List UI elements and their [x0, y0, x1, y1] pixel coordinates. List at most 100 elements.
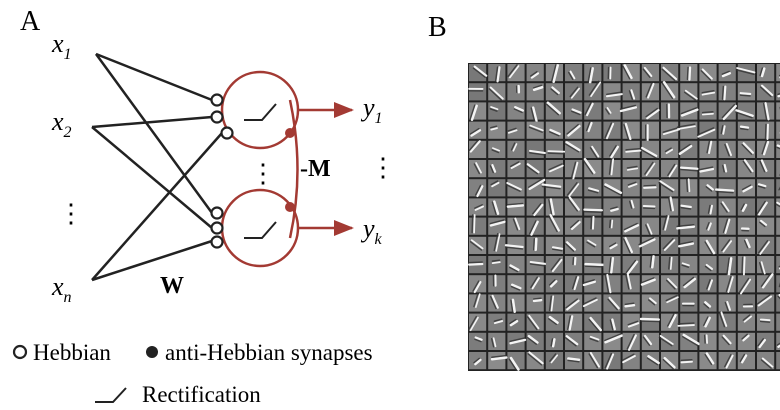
filter-cell — [603, 64, 620, 81]
filter-cell — [507, 294, 524, 311]
filter-cell — [776, 237, 780, 254]
neurons — [222, 72, 352, 266]
filter-cell — [548, 151, 566, 152]
filter-cell — [642, 122, 659, 139]
output-label: y1 — [360, 93, 383, 127]
filter-cell — [611, 258, 613, 272]
ellipsis: ⋮ — [250, 159, 276, 188]
filter-cell — [776, 160, 780, 177]
filter-cell — [738, 256, 755, 273]
lateral-label: -M — [300, 156, 331, 182]
filter-cell — [716, 190, 733, 191]
filter-cell — [757, 218, 774, 235]
filter-cell — [741, 95, 751, 96]
filter-cell — [585, 266, 602, 267]
filter-cell — [703, 114, 713, 115]
filter-cell — [738, 218, 755, 235]
filter-cell — [584, 212, 601, 213]
filter-cell — [738, 83, 755, 100]
filter-cell — [508, 205, 523, 206]
figure: A B x1 x2 ⋮ xn ⋮ -M W y1 ⋮ yk Hebbian — [0, 0, 780, 410]
filter-cell — [536, 239, 537, 250]
filter-cell — [776, 122, 780, 139]
filter-cell — [611, 209, 617, 211]
filter-cell — [527, 141, 544, 158]
filter-cell — [488, 333, 505, 350]
filter-cell — [546, 237, 563, 254]
filter-cell — [719, 160, 736, 177]
input-label: xn — [51, 272, 72, 306]
filter-cell — [681, 362, 691, 363]
filter-cell — [548, 153, 566, 154]
filter-cell — [488, 160, 505, 177]
hebbian-synapses — [212, 95, 233, 248]
legend-text: Rectification — [142, 382, 261, 407]
filter-cell — [719, 333, 736, 350]
filter-cell — [699, 102, 716, 119]
filter-cell — [626, 305, 634, 306]
filter-cell — [492, 358, 506, 360]
filter-cell — [761, 321, 770, 322]
filter-cell — [776, 314, 780, 331]
filter-cell — [534, 239, 535, 250]
panel-label: B — [428, 12, 447, 43]
filter-cell — [641, 321, 659, 322]
input-label: x1 — [51, 29, 72, 63]
weights-label: W — [160, 273, 184, 299]
filter-cell — [492, 260, 499, 261]
filter-cell — [776, 64, 780, 81]
filter-cell — [623, 179, 640, 196]
filter-cell — [507, 275, 524, 292]
filter-cell — [719, 83, 736, 100]
filter-cell — [757, 64, 774, 81]
legend-text: Hebbian — [33, 340, 111, 365]
filter-cell — [469, 264, 482, 265]
filter-cell — [719, 179, 736, 196]
filter-cell — [689, 68, 690, 80]
filter-cell — [507, 160, 524, 177]
filter-cell — [488, 352, 505, 369]
filter-cell — [591, 217, 592, 229]
filter-cell — [687, 179, 688, 191]
filter-cell — [644, 187, 655, 188]
filter-cell — [586, 264, 603, 265]
filter-cell — [469, 333, 486, 350]
ellipsis: ⋮ — [58, 199, 84, 228]
filter-cell — [725, 165, 726, 171]
filter-cell — [488, 256, 505, 273]
legend-symbol — [146, 346, 158, 358]
filter-cell — [553, 339, 554, 346]
filter-cell — [644, 185, 655, 186]
filter-cell — [584, 179, 601, 196]
filter-cell — [642, 314, 659, 331]
filter-cell — [710, 206, 711, 214]
filter-cell — [593, 217, 594, 229]
filter-cell — [568, 358, 579, 359]
filter-cell — [534, 300, 541, 301]
filter-cell — [678, 325, 694, 326]
filter-cell — [488, 275, 505, 292]
filter-cell — [699, 294, 716, 311]
filter-cell — [661, 294, 678, 311]
filter-cell — [603, 83, 620, 100]
filter-cell — [738, 122, 755, 139]
filter-cell — [584, 210, 601, 211]
filter-cell — [744, 257, 745, 275]
filter-cell — [469, 160, 486, 177]
filter-cell — [699, 333, 716, 350]
filter-cell — [681, 360, 691, 361]
filter-cell — [738, 294, 755, 311]
filter-cell — [776, 275, 780, 292]
filter-cell — [671, 258, 672, 269]
filter-cell — [738, 314, 755, 331]
filter-cell — [493, 262, 500, 263]
filter-cell — [472, 215, 473, 233]
filter-cell — [776, 218, 780, 235]
filter-cell — [776, 352, 780, 369]
panel-label: A — [20, 6, 41, 37]
filter-cell — [680, 314, 697, 331]
filter-cell — [642, 64, 659, 81]
filter-cell — [603, 198, 620, 215]
filter-cell — [776, 256, 780, 273]
filter-cell — [626, 151, 640, 152]
